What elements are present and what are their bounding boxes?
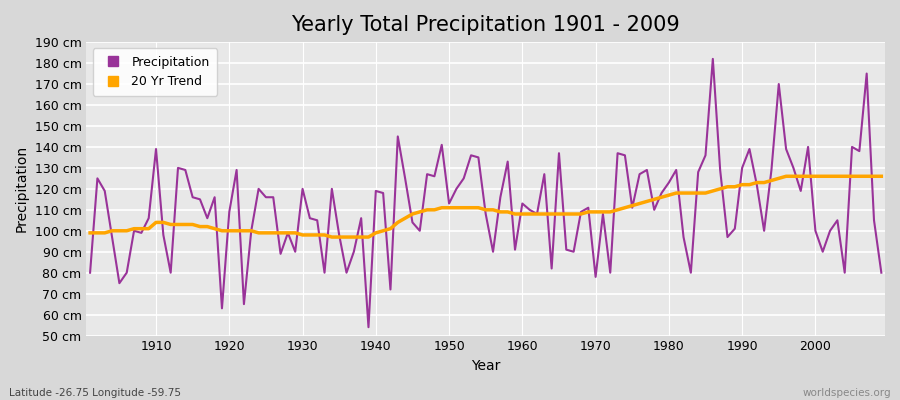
Legend: Precipitation, 20 Yr Trend: Precipitation, 20 Yr Trend — [93, 48, 217, 96]
Text: Latitude -26.75 Longitude -59.75: Latitude -26.75 Longitude -59.75 — [9, 388, 181, 398]
Text: worldspecies.org: worldspecies.org — [803, 388, 891, 398]
Title: Yearly Total Precipitation 1901 - 2009: Yearly Total Precipitation 1901 - 2009 — [292, 15, 680, 35]
Y-axis label: Precipitation: Precipitation — [15, 145, 29, 232]
X-axis label: Year: Year — [471, 359, 500, 373]
